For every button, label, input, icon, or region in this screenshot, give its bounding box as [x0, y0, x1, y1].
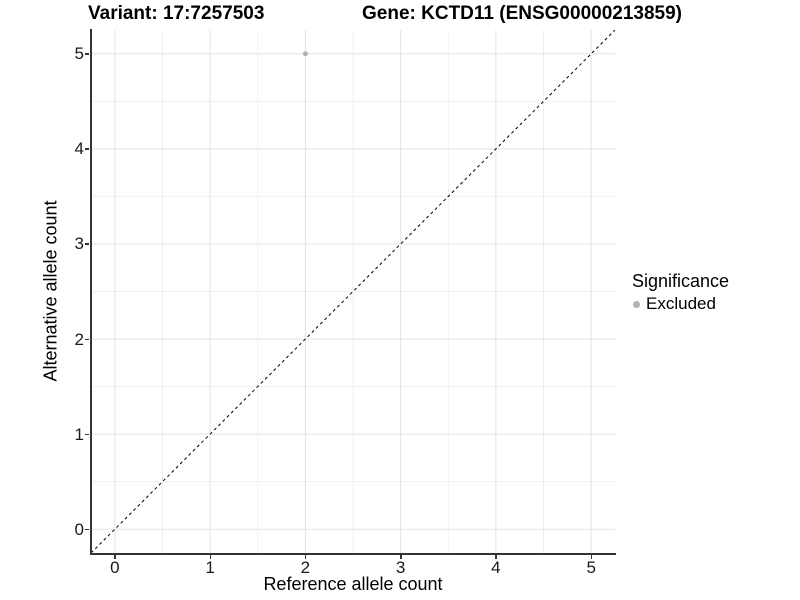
plot-title-variant: Variant: 17:7257503: [88, 3, 265, 24]
legend-point-icon: [633, 300, 640, 308]
legend-item: Excluded: [633, 294, 729, 314]
y-tick-mark: [85, 53, 89, 55]
x-tick-label: 3: [395, 558, 406, 577]
x-tick-mark: [114, 555, 116, 559]
y-tick-label: 1: [74, 424, 84, 444]
y-tick-label: 3: [74, 234, 84, 254]
y-tick-label: 4: [74, 139, 84, 159]
y-tick-mark: [85, 433, 89, 436]
y-tick-label: 0: [74, 519, 84, 539]
x-tick-label: 5: [586, 558, 596, 577]
y-axis-title: Alternative allele count: [40, 200, 61, 382]
legend-item-label: Excluded: [646, 294, 716, 313]
y-tick-mark: [85, 528, 89, 531]
y-tick-label: 2: [74, 329, 84, 349]
y-tick-mark: [85, 148, 89, 150]
plot-title-gene: Gene: KCTD11 (ENSG00000213859): [362, 3, 682, 24]
data-point: [302, 51, 308, 57]
legend: Significance Excluded: [632, 271, 729, 314]
x-tick-mark: [590, 555, 593, 559]
x-axis-title: Reference allele count: [263, 574, 443, 594]
y-tick-mark: [85, 243, 89, 245]
x-axis-line: [90, 553, 616, 555]
x-tick-mark: [209, 555, 212, 559]
x-tick-mark: [304, 555, 307, 559]
x-tick-label: 0: [110, 558, 120, 577]
legend-items: Excluded: [632, 294, 729, 314]
x-tick-label: 2: [300, 558, 311, 577]
legend-title: Significance: [632, 271, 730, 291]
plot-canvas: [91, 30, 615, 553]
plot-panel: [91, 30, 615, 553]
x-tick-mark: [400, 555, 402, 559]
y-tick-mark: [85, 338, 89, 341]
y-tick-label: 5: [74, 44, 84, 64]
y-axis-line: [90, 29, 92, 554]
x-tick-mark: [495, 555, 497, 559]
x-tick-label: 1: [205, 558, 215, 577]
x-tick-label: 4: [491, 558, 501, 577]
